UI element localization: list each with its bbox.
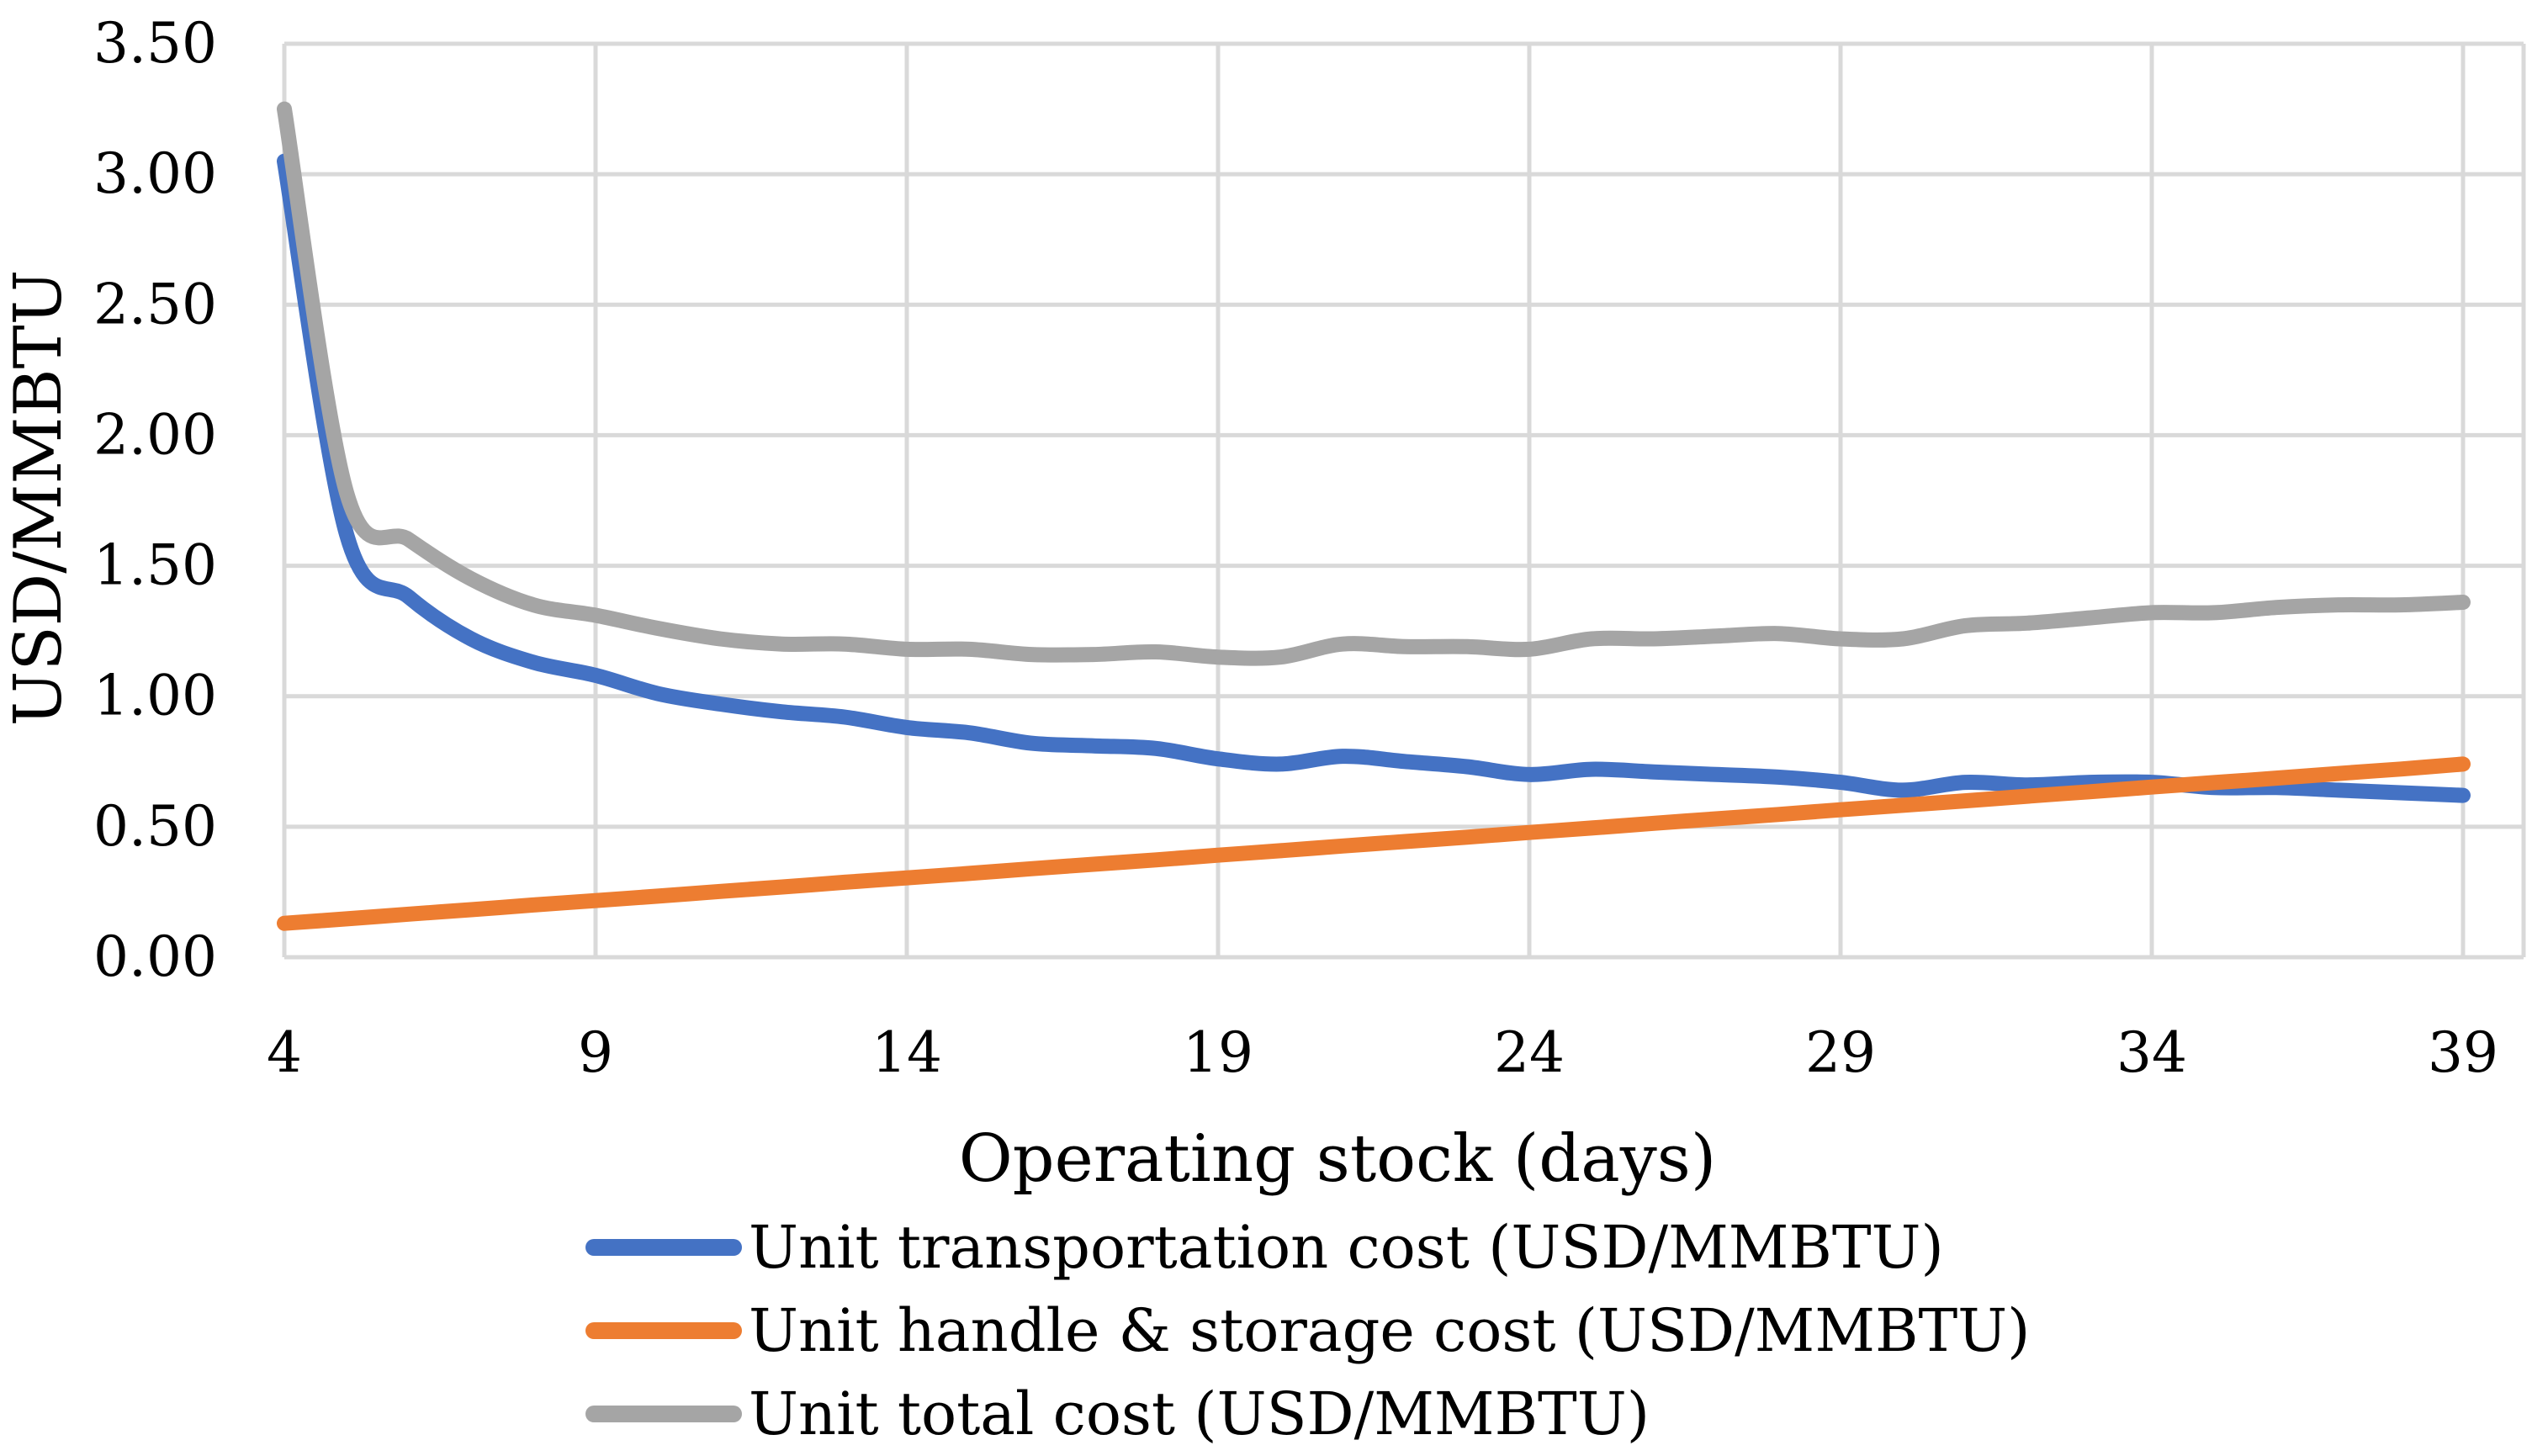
x-tick-label: 34 <box>2116 1020 2187 1085</box>
x-tick-label: 14 <box>871 1020 942 1085</box>
total-cost-line <box>277 101 2471 666</box>
y-tick-label: 0.50 <box>93 794 217 859</box>
x-axis-title: Operating stock (days) <box>959 1121 1717 1197</box>
y-tick-label: 2.50 <box>93 272 217 336</box>
y-axis-tick-labels: 0.00 0.50 1.00 1.50 2.00 2.50 3.00 3.50 <box>93 11 217 989</box>
x-tick-label: 9 <box>578 1020 613 1085</box>
legend-label-total: Unit total cost (USD/MMBTU) <box>749 1379 1650 1448</box>
x-tick-label: 19 <box>1183 1020 1253 1085</box>
y-tick-label: 1.50 <box>93 533 217 598</box>
legend: Unit transportation cost (USD/MMBTU) Uni… <box>585 1213 2030 1448</box>
y-tick-label: 1.00 <box>93 664 217 728</box>
data-series <box>277 101 2471 931</box>
y-tick-label: 0.00 <box>93 924 217 989</box>
x-axis-tick-labels: 4 9 14 19 24 29 34 39 <box>267 1020 2498 1085</box>
x-tick-label: 29 <box>1805 1020 1876 1085</box>
x-tick-label: 4 <box>267 1020 302 1085</box>
handle-storage-cost-line <box>277 756 2471 931</box>
y-axis-title: USD/MMBTU <box>1 270 77 727</box>
y-tick-label: 2.00 <box>93 402 217 467</box>
gridlines <box>282 41 2526 960</box>
x-tick-label: 39 <box>2428 1020 2498 1085</box>
transportation-cost-line <box>277 153 2471 803</box>
y-tick-label: 3.00 <box>93 141 217 206</box>
x-tick-label: 24 <box>1494 1020 1565 1085</box>
legend-label-transportation: Unit transportation cost (USD/MMBTU) <box>749 1213 1944 1282</box>
legend-label-handle-storage: Unit handle & storage cost (USD/MMBTU) <box>749 1296 2030 1365</box>
y-tick-label: 3.50 <box>93 11 217 76</box>
